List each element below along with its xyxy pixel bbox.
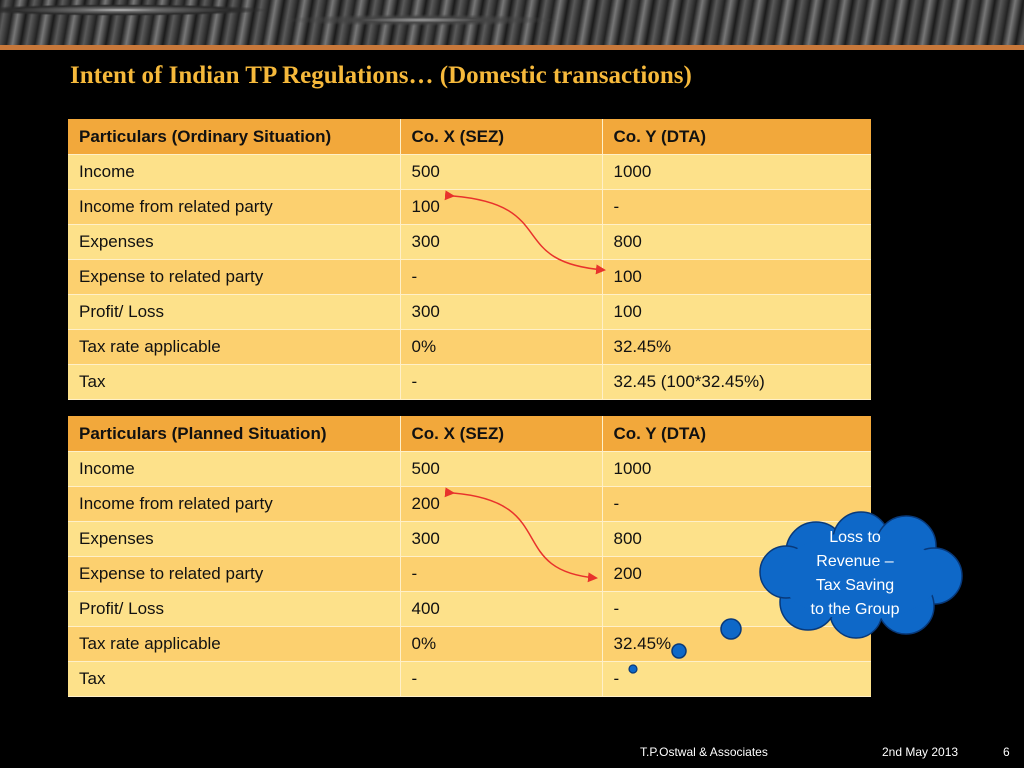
table-row: Expenses 300 800 xyxy=(68,224,871,260)
table-cell: - xyxy=(601,661,871,697)
table-row: Expense to related party - 100 xyxy=(68,259,871,295)
table-cell: Expenses xyxy=(68,224,400,260)
slide-title: Intent of Indian TP Regulations… (Domest… xyxy=(70,62,692,89)
table-cell: 800 xyxy=(601,224,871,260)
table-row: Expense to related party - 200 xyxy=(68,556,871,592)
table-cell: Profit/ Loss xyxy=(68,591,400,627)
table-row: Tax rate applicable 0% 32.45% xyxy=(68,329,871,365)
table-cell: Tax xyxy=(68,364,400,400)
table-cell: 300 xyxy=(399,294,602,330)
planned-situation-table: Particulars (Planned Situation) Co. X (S… xyxy=(68,416,871,697)
table-cell: - xyxy=(399,556,602,592)
table-cell: 300 xyxy=(399,521,602,557)
table-row: Expenses 300 800 xyxy=(68,521,871,557)
table-row: Tax - 32.45 (100*32.45%) xyxy=(68,364,871,400)
table-row: Tax - - xyxy=(68,661,871,697)
table-header-row: Particulars (Ordinary Situation) Co. X (… xyxy=(68,119,871,155)
table-cell: Income from related party xyxy=(68,486,400,522)
column-header: Co. X (SEZ) xyxy=(399,416,602,452)
table-cell: Income xyxy=(68,451,400,487)
table-cell: 32.45% xyxy=(601,329,871,365)
column-header: Co. X (SEZ) xyxy=(399,119,602,155)
table-row: Income 500 1000 xyxy=(68,451,871,487)
table-cell: 100 xyxy=(601,294,871,330)
ordinary-situation-table: Particulars (Ordinary Situation) Co. X (… xyxy=(68,119,871,400)
table-cell: 300 xyxy=(399,224,602,260)
table-cell: 0% xyxy=(399,329,602,365)
table-cell: 32.45 (100*32.45%) xyxy=(601,364,871,400)
callout-line: Tax Saving xyxy=(815,577,895,594)
callout-line: to the Group xyxy=(810,601,900,618)
column-header: Particulars (Ordinary Situation) xyxy=(68,119,400,155)
callout-text: Loss to Revenue – Tax Saving to the Grou… xyxy=(790,526,920,622)
table-cell: 1000 xyxy=(601,451,871,487)
table-cell: 32.45% xyxy=(601,626,871,662)
table-cell: 100 xyxy=(399,189,602,225)
table-cell: Tax rate applicable xyxy=(68,626,400,662)
table-cell: 400 xyxy=(399,591,602,627)
table-cell: Tax xyxy=(68,661,400,697)
callout-line: Loss to xyxy=(829,529,881,546)
table-cell: - xyxy=(399,661,602,697)
table-row: Profit/ Loss 400 - xyxy=(68,591,871,627)
footer-page-number: 6 xyxy=(1003,745,1010,759)
loss-to-revenue-callout: Loss to Revenue – Tax Saving to the Grou… xyxy=(756,510,968,640)
table-cell: Income xyxy=(68,154,400,190)
table-cell: 100 xyxy=(601,259,871,295)
table-cell: - xyxy=(601,486,871,522)
table-row: Income from related party 100 - xyxy=(68,189,871,225)
table-row: Income 500 1000 xyxy=(68,154,871,190)
table-row: Tax rate applicable 0% 32.45% xyxy=(68,626,871,662)
table-cell: Expense to related party xyxy=(68,556,400,592)
footer-company: T.P.Ostwal & Associates xyxy=(640,745,768,759)
header-banner-image xyxy=(0,0,1024,46)
table-cell: - xyxy=(601,189,871,225)
table-cell: 200 xyxy=(399,486,602,522)
table-header-row: Particulars (Planned Situation) Co. X (S… xyxy=(68,416,871,452)
table-cell: - xyxy=(399,259,602,295)
table-cell: 0% xyxy=(399,626,602,662)
table-cell: Expense to related party xyxy=(68,259,400,295)
callout-line: Revenue – xyxy=(816,553,894,570)
table-cell: 1000 xyxy=(601,154,871,190)
table-cell: Profit/ Loss xyxy=(68,294,400,330)
cloud-shape xyxy=(759,511,963,639)
footer-date: 2nd May 2013 xyxy=(882,745,959,759)
table-cell: - xyxy=(399,364,602,400)
column-header: Particulars (Planned Situation) xyxy=(68,416,400,452)
table-row: Profit/ Loss 300 100 xyxy=(68,294,871,330)
table-row: Income from related party 200 - xyxy=(68,486,871,522)
column-header: Co. Y (DTA) xyxy=(601,119,871,155)
column-header: Co. Y (DTA) xyxy=(601,416,871,452)
header-divider xyxy=(0,45,1024,50)
table-cell: 500 xyxy=(399,154,602,190)
table-cell: Income from related party xyxy=(68,189,400,225)
table-cell: Expenses xyxy=(68,521,400,557)
table-cell: 500 xyxy=(399,451,602,487)
table-cell: Tax rate applicable xyxy=(68,329,400,365)
